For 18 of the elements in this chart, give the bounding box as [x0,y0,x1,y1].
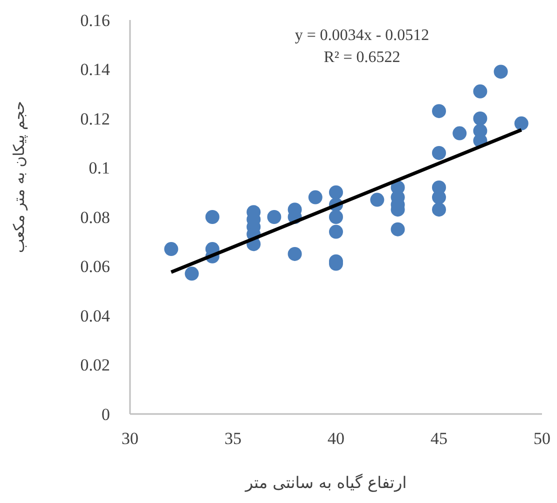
x-tick-label: 40 [328,429,344,448]
y-tick-label: 0.04 [80,306,110,326]
y-tick-label: 0 [102,404,110,424]
x-tick-label: 35 [224,429,242,448]
y-tick-label: 0.02 [80,356,110,375]
x-tick-label: 50 [534,429,550,448]
annotation: R² = 0.6522 [324,49,400,66]
y-tick-label: 0.08 [80,208,110,227]
y-tick-label: 0.12 [80,109,110,128]
x-axis-title: ارتفاع گیاه به سانتی متر [244,473,407,492]
y-tick-label: 0.06 [80,257,110,276]
y-axis-title: حجم پیکان به متر مکعب [10,101,28,253]
annotation: y = 0.0034x - 0.0512 [294,27,430,44]
x-tick-label: 45 [430,429,448,448]
y-tick-label: 0.1 [88,158,110,178]
x-tick-label: 30 [122,429,138,448]
y-tick-label: 0.16 [80,10,110,30]
y-tick-label: 0.14 [80,60,110,80]
